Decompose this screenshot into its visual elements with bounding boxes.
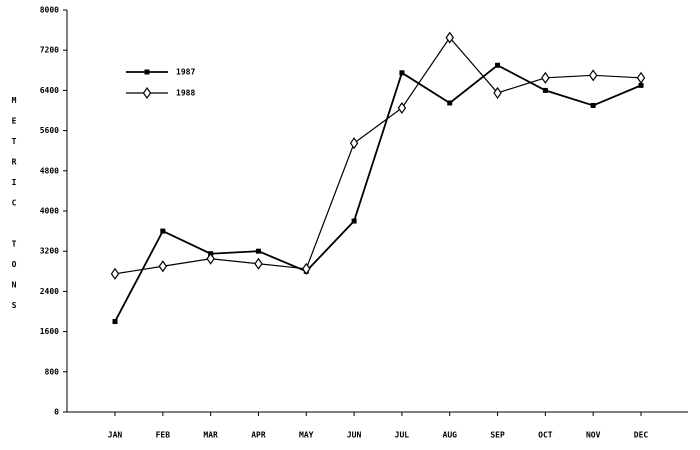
y-tick-label: 0 xyxy=(54,408,59,417)
series-line xyxy=(114,64,642,322)
marker xyxy=(349,137,359,150)
marker xyxy=(445,31,454,44)
y-tick-label: 6400 xyxy=(40,86,59,95)
series-line xyxy=(114,36,642,275)
x-tick-label: OCT xyxy=(538,431,553,440)
marker xyxy=(493,86,502,99)
marker xyxy=(158,260,168,273)
marker xyxy=(160,228,166,234)
x-tick-label: JUN xyxy=(347,431,362,440)
marker xyxy=(588,69,598,82)
marker xyxy=(144,69,150,75)
marker xyxy=(399,70,405,76)
marker xyxy=(351,218,357,224)
legend-label: 1987 xyxy=(176,68,195,77)
marker xyxy=(254,257,263,270)
x-tick-label: DEC xyxy=(634,431,649,440)
marker xyxy=(112,319,118,325)
y-tick-label: 800 xyxy=(45,367,60,376)
y-tick-label: 1600 xyxy=(40,327,59,336)
x-tick-label: APR xyxy=(251,431,266,440)
x-tick-label: MAR xyxy=(203,431,218,440)
y-tick-label: 4000 xyxy=(40,207,59,216)
marker xyxy=(110,267,120,280)
marker xyxy=(206,252,215,265)
marker xyxy=(255,248,261,254)
x-tick-label: MAY xyxy=(299,431,314,440)
x-tick-label: NOV xyxy=(586,431,601,440)
y-tick-label: 4800 xyxy=(40,166,59,175)
x-tick-label: AUG xyxy=(443,431,458,440)
marker xyxy=(302,262,311,275)
marker xyxy=(636,71,646,84)
marker xyxy=(447,100,453,106)
y-tick-label: 2400 xyxy=(40,287,59,296)
marker xyxy=(542,87,548,93)
legend-label: 1988 xyxy=(176,89,195,98)
x-tick-label: JAN xyxy=(108,431,123,440)
x-tick-label: JUL xyxy=(395,431,410,440)
x-tick-label: SEP xyxy=(490,431,505,440)
y-tick-label: 5600 xyxy=(40,126,59,135)
marker xyxy=(142,86,152,100)
x-tick-label: FEB xyxy=(156,431,171,440)
marker xyxy=(495,62,501,68)
marker xyxy=(638,82,644,88)
marker xyxy=(397,101,407,115)
y-tick-label: 3200 xyxy=(40,247,59,256)
y-tick-label: 7200 xyxy=(40,46,59,55)
marker xyxy=(590,102,596,108)
marker xyxy=(541,71,550,84)
y-tick-label: 8000 xyxy=(40,6,59,15)
